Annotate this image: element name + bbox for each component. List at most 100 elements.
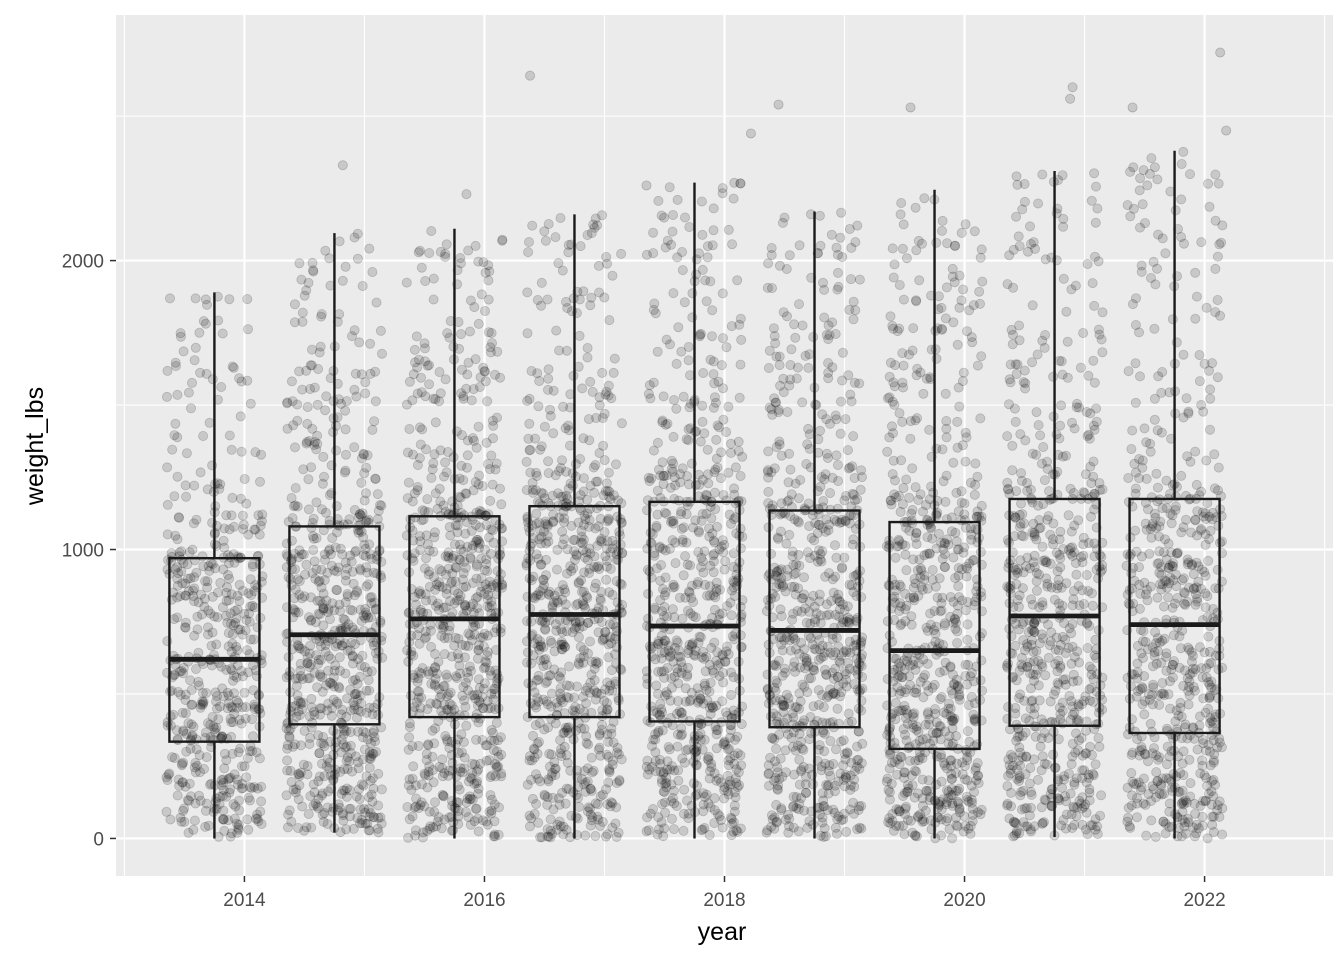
data-point <box>487 415 498 426</box>
data-point <box>314 709 325 720</box>
data-point <box>340 575 351 586</box>
data-point <box>170 530 181 541</box>
data-point <box>316 758 327 769</box>
data-point <box>292 399 303 410</box>
data-point <box>335 543 346 554</box>
data-point <box>805 712 816 723</box>
data-point <box>173 774 184 785</box>
data-point <box>475 522 486 533</box>
data-point <box>651 680 662 691</box>
data-point <box>289 739 300 750</box>
data-point <box>197 696 208 707</box>
data-point <box>718 383 729 394</box>
data-point <box>936 776 947 787</box>
data-point <box>170 660 181 671</box>
data-point <box>650 308 661 319</box>
data-point <box>484 602 495 613</box>
data-point <box>256 796 267 807</box>
data-point <box>249 524 260 535</box>
data-point <box>910 202 921 213</box>
data-point <box>683 424 694 435</box>
data-point <box>695 436 706 447</box>
data-point <box>330 542 341 553</box>
data-point <box>884 432 895 443</box>
data-point <box>646 473 657 484</box>
data-point <box>360 607 371 618</box>
data-point <box>659 690 670 701</box>
data-point <box>710 464 721 475</box>
data-point <box>969 596 980 607</box>
data-point <box>335 398 346 409</box>
data-point <box>296 593 307 604</box>
data-point <box>484 806 495 817</box>
data-point <box>228 688 239 699</box>
data-point <box>958 284 969 295</box>
data-point <box>313 608 324 619</box>
data-point <box>290 787 301 798</box>
data-point <box>368 812 379 823</box>
data-point <box>194 767 205 778</box>
data-point <box>454 554 465 565</box>
data-point <box>473 318 484 329</box>
data-point <box>956 515 967 526</box>
data-point <box>340 668 351 679</box>
data-point <box>342 764 353 775</box>
data-point <box>161 772 172 783</box>
data-point <box>849 774 860 785</box>
data-point <box>175 689 186 700</box>
data-point <box>413 673 424 684</box>
data-point <box>342 591 353 602</box>
data-point <box>311 650 322 661</box>
data-point <box>808 701 819 712</box>
data-point <box>664 182 675 193</box>
data-point <box>367 266 378 277</box>
data-point <box>407 811 418 822</box>
data-point <box>682 671 693 682</box>
data-point <box>472 534 483 545</box>
data-point <box>585 376 596 387</box>
data-point <box>1096 790 1107 801</box>
data-point <box>322 802 333 813</box>
data-point <box>706 513 717 524</box>
data-point <box>306 462 317 473</box>
data-point <box>763 362 774 373</box>
data-point <box>898 294 909 305</box>
data-point <box>938 476 949 487</box>
data-point <box>308 706 319 717</box>
data-point <box>329 605 340 616</box>
data-point <box>884 794 895 805</box>
data-point <box>197 688 208 699</box>
data-point <box>223 628 234 639</box>
data-point <box>700 579 711 590</box>
data-point <box>286 777 297 788</box>
data-point <box>347 566 358 577</box>
data-point <box>486 808 497 819</box>
data-point <box>242 294 253 305</box>
data-point <box>305 640 316 651</box>
data-point <box>439 649 450 660</box>
data-point <box>318 732 329 743</box>
data-point <box>884 371 895 382</box>
data-point <box>947 798 958 809</box>
data-point <box>601 561 612 572</box>
data-point <box>240 713 251 724</box>
data-point <box>578 657 589 668</box>
data-point <box>202 484 213 495</box>
data-point <box>558 401 569 412</box>
data-point <box>225 772 236 783</box>
data-point <box>316 311 327 322</box>
data-point <box>237 671 248 682</box>
data-point <box>308 533 319 544</box>
data-point <box>227 361 238 372</box>
data-point <box>340 405 351 416</box>
data-point <box>161 806 172 817</box>
data-point <box>723 760 734 771</box>
data-point <box>322 607 333 618</box>
data-point <box>231 672 242 683</box>
data-point <box>358 754 369 765</box>
data-point <box>294 769 305 780</box>
data-point <box>950 573 961 584</box>
data-point <box>830 540 841 551</box>
data-point <box>331 697 342 708</box>
data-point <box>907 709 918 720</box>
